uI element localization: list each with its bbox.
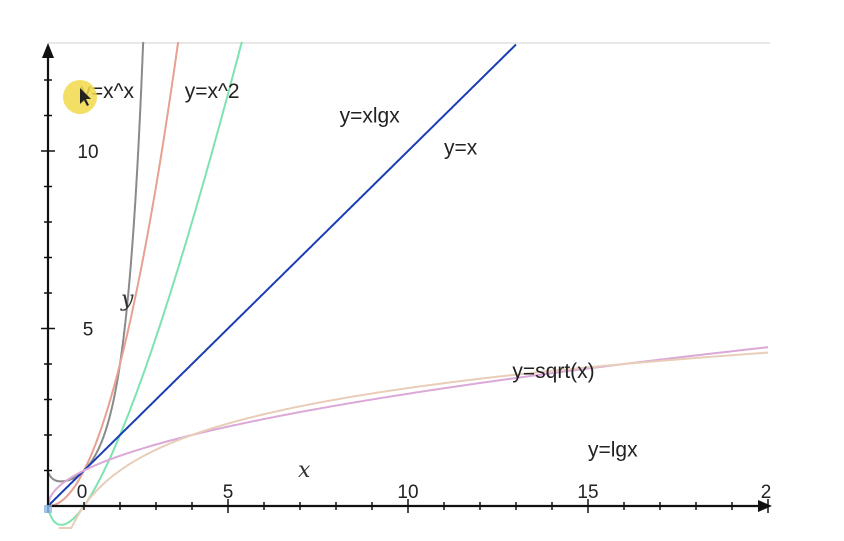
origin-marker (44, 505, 52, 513)
x-tick-label: 2 (761, 482, 772, 503)
curve-label: y=lgx (588, 438, 638, 461)
curve-label: y=x (444, 137, 478, 160)
y-tick-layer: 5 10 (41, 79, 99, 472)
curve-label: y=x^2 (185, 80, 240, 103)
y-tick-label: 5 (83, 320, 94, 341)
y-axis-title: y (120, 287, 134, 312)
x-tick-label: 15 (577, 482, 598, 503)
series-line-square (48, 41, 180, 507)
x-axis-arrowhead (758, 500, 772, 512)
x-axis-title: x (298, 458, 311, 483)
mouse-pointer-icon (80, 88, 91, 106)
x-tick-label: 5 (223, 482, 234, 503)
series-line-xlgx (47, 41, 244, 526)
series-line-identity (47, 43, 517, 507)
x-tick-label: 10 (397, 482, 418, 503)
series-layer (47, 41, 769, 529)
curve-label: y=sqrt(x) (512, 360, 594, 383)
x-tick-label: 0 (77, 482, 88, 503)
y-axis-arrowhead (42, 43, 54, 58)
curve-label: y=xlgx (340, 105, 401, 128)
series-line-lgx (58, 351, 769, 529)
y-tick-label: 10 (77, 142, 98, 163)
series-line-xpowx (47, 41, 145, 483)
x-tick-layer: 0 5 10 15 2 (47, 482, 772, 513)
